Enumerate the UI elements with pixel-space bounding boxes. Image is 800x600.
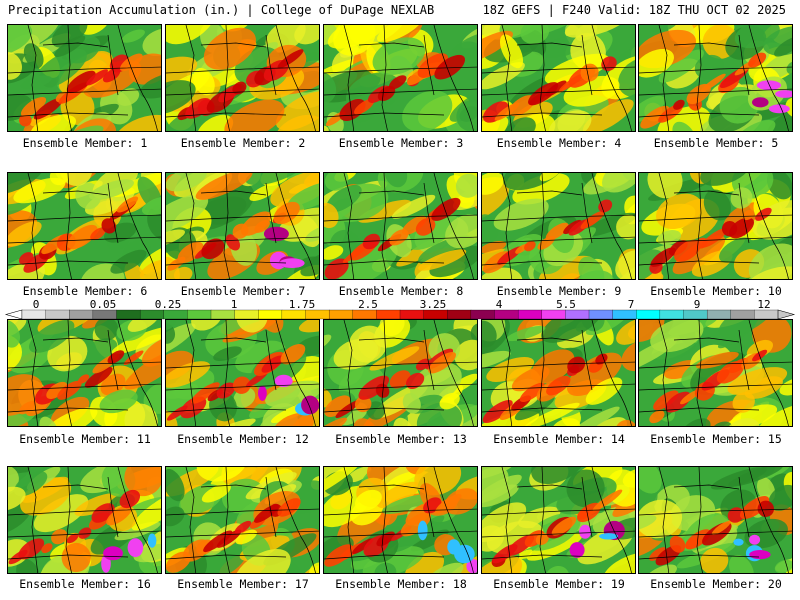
ensemble-member-label: Ensemble Member: 17: [177, 577, 309, 591]
colorbar-swatch: [683, 309, 708, 320]
colorbar-swatch: [92, 309, 117, 320]
colorbar-low-arrow: [4, 309, 23, 320]
colorbar-high-arrow: [777, 309, 796, 320]
ensemble-member-label: Ensemble Member: 8: [338, 284, 464, 298]
colorbar-swatch: [21, 309, 47, 320]
ensemble-map-panel: [323, 172, 478, 280]
colorbar-swatch: [45, 309, 70, 320]
ensemble-member-label: Ensemble Member: 7: [180, 284, 306, 298]
ensemble-map-panel: [7, 172, 162, 280]
ensemble-member-label: Ensemble Member: 13: [335, 432, 467, 446]
colorbar-swatch: [352, 309, 377, 320]
colorbar-swatch: [328, 309, 354, 320]
colorbar-swatch: [470, 309, 495, 320]
ensemble-map-panel: [165, 172, 320, 280]
ensemble-member-label: Ensemble Member: 11: [19, 432, 151, 446]
colorbar-tick-label: 1.75: [288, 298, 316, 311]
colorbar-swatch: [494, 309, 519, 320]
ensemble-map-panel: [481, 24, 636, 132]
colorbar-swatch: [258, 309, 283, 320]
ensemble-map-panel: [323, 24, 478, 132]
ensemble-member-label: Ensemble Member: 12: [177, 432, 309, 446]
colorbar-swatch: [447, 309, 472, 320]
colorbar-swatch: [139, 309, 165, 320]
ensemble-member-label: Ensemble Member: 1: [22, 136, 148, 150]
colorbar-swatch: [541, 309, 566, 320]
ensemble-map-panel: [165, 466, 320, 574]
ensemble-map-panel: [323, 466, 478, 574]
colorbar-swatch: [423, 309, 448, 320]
ensemble-map-panel: [638, 466, 793, 574]
colorbar-tick-label: 12: [757, 298, 771, 311]
colorbar-swatch: [187, 309, 212, 320]
ensemble-member-label: Ensemble Member: 20: [650, 577, 782, 591]
colorbar-swatch: [706, 309, 732, 320]
ensemble-map-panel: [481, 172, 636, 280]
ensemble-map-panel: [7, 319, 162, 427]
precip-colorbar: [4, 309, 796, 320]
colorbar-swatch: [116, 309, 141, 320]
colorbar-swatch: [636, 309, 661, 320]
colorbar-tick-label: 0: [32, 298, 40, 311]
ensemble-map-panel: [481, 319, 636, 427]
ensemble-member-label: Ensemble Member: 6: [22, 284, 148, 298]
ensemble-member-label: Ensemble Member: 9: [496, 284, 622, 298]
colorbar-tick-label: 7: [627, 298, 635, 311]
ensemble-map-panel: [165, 24, 320, 132]
colorbar-swatch: [565, 309, 590, 320]
colorbar-swatch: [517, 309, 543, 320]
ensemble-map-panel: [481, 466, 636, 574]
colorbar-swatch: [754, 309, 779, 320]
ensemble-member-label: Ensemble Member: 14: [493, 432, 625, 446]
colorbar-swatch: [659, 309, 684, 320]
colorbar-tick-label: 1: [230, 298, 238, 311]
ensemble-map-panel: [7, 24, 162, 132]
colorbar-swatch: [281, 309, 306, 320]
ensemble-map-panel: [638, 319, 793, 427]
colorbar-swatch: [588, 309, 614, 320]
ensemble-member-label: Ensemble Member: 2: [180, 136, 306, 150]
colorbar-swatch: [612, 309, 637, 320]
colorbar-tick-label: 4: [495, 298, 503, 311]
ensemble-member-label: Ensemble Member: 4: [496, 136, 622, 150]
ensemble-map-panel: [7, 466, 162, 574]
ensemble-map-panel: [323, 319, 478, 427]
ensemble-member-label: Ensemble Member: 16: [19, 577, 151, 591]
ensemble-member-label: Ensemble Member: 5: [653, 136, 779, 150]
colorbar-swatch: [69, 309, 94, 320]
colorbar-swatch: [399, 309, 425, 320]
ensemble-member-label: Ensemble Member: 18: [335, 577, 467, 591]
colorbar-tick-label: 0.05: [89, 298, 117, 311]
map-title: Precipitation Accumulation (in.) | Colle…: [8, 3, 435, 17]
ensemble-member-label: Ensemble Member: 10: [650, 284, 782, 298]
ensemble-map-panel: [638, 172, 793, 280]
colorbar-swatch: [305, 309, 330, 320]
ensemble-member-label: Ensemble Member: 15: [650, 432, 782, 446]
ensemble-member-label: Ensemble Member: 19: [493, 577, 625, 591]
colorbar-tick-label: 9: [693, 298, 701, 311]
ensemble-map-panel: [165, 319, 320, 427]
colorbar-tick-label: 2.5: [358, 298, 378, 311]
colorbar-swatch: [210, 309, 236, 320]
colorbar-swatch: [234, 309, 259, 320]
colorbar-swatch: [163, 309, 188, 320]
ensemble-member-label: Ensemble Member: 3: [338, 136, 464, 150]
colorbar-tick-label: 0.25: [154, 298, 182, 311]
colorbar-swatch: [376, 309, 401, 320]
model-run-info: 18Z GEFS | F240 Valid: 18Z THU OCT 02 20…: [482, 3, 786, 17]
colorbar-tick-label: 5.5: [556, 298, 576, 311]
colorbar-swatch: [730, 309, 755, 320]
colorbar-tick-label: 3.25: [419, 298, 447, 311]
ensemble-map-panel: [638, 24, 793, 132]
